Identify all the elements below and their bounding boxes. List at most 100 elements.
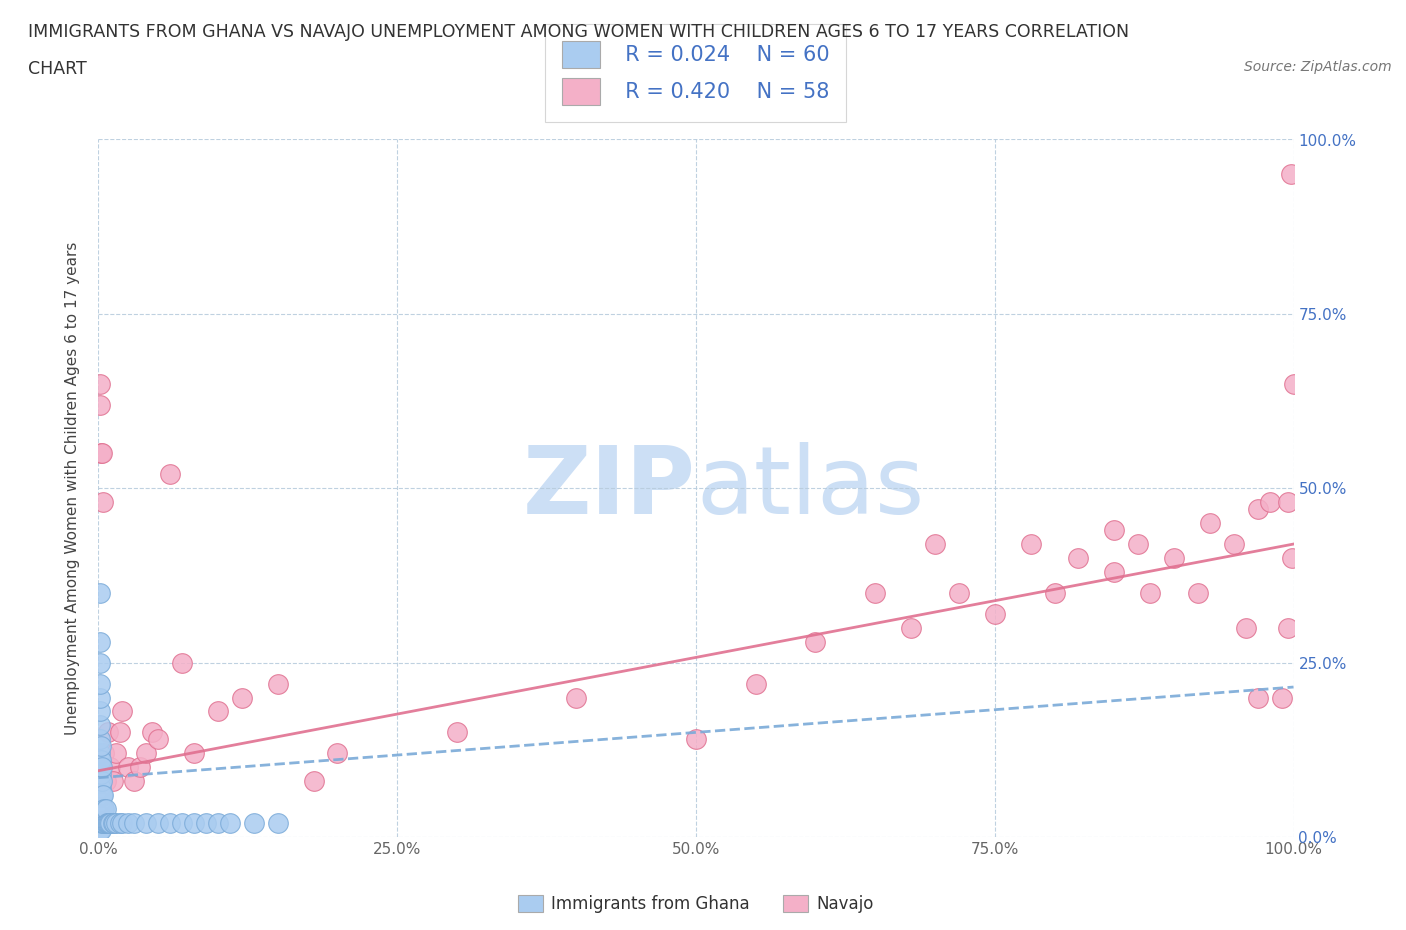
Point bbox=[302, 774, 325, 789]
Point bbox=[89, 397, 111, 412]
Point bbox=[91, 774, 114, 789]
Point bbox=[135, 746, 157, 761]
Point bbox=[105, 816, 128, 830]
Point bbox=[89, 781, 111, 796]
Text: IMMIGRANTS FROM GHANA VS NAVAJO UNEMPLOYMENT AMONG WOMEN WITH CHILDREN AGES 6 TO: IMMIGRANTS FROM GHANA VS NAVAJO UNEMPLOY… bbox=[28, 23, 1129, 41]
Point bbox=[89, 656, 111, 671]
Point bbox=[1277, 495, 1299, 510]
Point bbox=[1019, 537, 1042, 551]
Point bbox=[243, 816, 266, 830]
Point bbox=[219, 816, 242, 830]
Point bbox=[1198, 515, 1220, 530]
Point bbox=[207, 816, 229, 830]
Point bbox=[183, 746, 205, 761]
Point bbox=[1258, 495, 1281, 510]
Point bbox=[96, 816, 118, 830]
Point bbox=[159, 467, 181, 482]
Point bbox=[89, 823, 111, 838]
Point bbox=[326, 746, 349, 761]
Point bbox=[984, 606, 1007, 621]
Point bbox=[141, 725, 163, 740]
Point bbox=[91, 816, 114, 830]
Point bbox=[90, 794, 112, 809]
Point bbox=[89, 746, 111, 761]
Point bbox=[159, 816, 181, 830]
Point bbox=[94, 816, 117, 830]
Point bbox=[1277, 620, 1299, 635]
Point bbox=[863, 586, 887, 601]
Point bbox=[108, 725, 131, 740]
Point bbox=[117, 816, 139, 830]
Point bbox=[93, 802, 115, 817]
Point bbox=[111, 704, 134, 719]
Point bbox=[89, 690, 111, 705]
Point bbox=[90, 738, 112, 753]
Point bbox=[108, 816, 131, 830]
Point bbox=[111, 816, 134, 830]
Point bbox=[91, 788, 114, 803]
Point bbox=[124, 816, 146, 830]
Point bbox=[1102, 523, 1125, 538]
Text: ZIP: ZIP bbox=[523, 443, 696, 534]
Point bbox=[745, 676, 768, 691]
Point bbox=[1246, 502, 1268, 517]
Point bbox=[91, 445, 114, 460]
Point bbox=[124, 774, 146, 789]
Point bbox=[89, 634, 111, 649]
Point bbox=[1234, 620, 1257, 635]
Text: CHART: CHART bbox=[28, 60, 87, 78]
Point bbox=[89, 760, 111, 775]
Point bbox=[89, 809, 111, 824]
Point bbox=[1271, 690, 1294, 705]
Point bbox=[98, 816, 121, 830]
Point bbox=[89, 704, 111, 719]
Point bbox=[94, 802, 117, 817]
Point bbox=[103, 816, 125, 830]
Point bbox=[89, 788, 111, 803]
Y-axis label: Unemployment Among Women with Children Ages 6 to 17 years: Unemployment Among Women with Children A… bbox=[65, 242, 80, 735]
Point bbox=[90, 809, 112, 824]
Point bbox=[89, 718, 111, 733]
Point bbox=[1043, 586, 1066, 601]
Point bbox=[194, 816, 218, 830]
Point bbox=[1222, 537, 1246, 551]
Point bbox=[900, 620, 922, 635]
Point bbox=[183, 816, 205, 830]
Point bbox=[1281, 551, 1303, 565]
Text: atlas: atlas bbox=[696, 443, 924, 534]
Point bbox=[89, 766, 111, 781]
Point bbox=[135, 816, 157, 830]
Point bbox=[1246, 690, 1268, 705]
Point bbox=[89, 676, 111, 691]
Point bbox=[98, 760, 122, 775]
Point bbox=[804, 634, 827, 649]
Point bbox=[94, 774, 117, 789]
Point bbox=[89, 586, 111, 601]
Point bbox=[105, 746, 128, 761]
Point bbox=[446, 725, 468, 740]
Point bbox=[172, 656, 194, 671]
Point bbox=[1163, 551, 1185, 565]
Point bbox=[924, 537, 946, 551]
Point bbox=[90, 445, 112, 460]
Point bbox=[1067, 551, 1090, 565]
Point bbox=[93, 746, 115, 761]
Point bbox=[231, 690, 253, 705]
Point bbox=[148, 816, 170, 830]
Point bbox=[89, 774, 111, 789]
Point bbox=[129, 760, 152, 775]
Point bbox=[101, 774, 124, 789]
Point bbox=[89, 794, 111, 809]
Point bbox=[89, 802, 111, 817]
Point bbox=[91, 816, 114, 830]
Point bbox=[1279, 167, 1302, 182]
Point bbox=[948, 586, 970, 601]
Point bbox=[91, 802, 114, 817]
Point bbox=[565, 690, 588, 705]
Point bbox=[172, 816, 194, 830]
Point bbox=[89, 753, 111, 768]
Point bbox=[89, 376, 111, 391]
Legend: Immigrants from Ghana, Navajo: Immigrants from Ghana, Navajo bbox=[512, 888, 880, 920]
Point bbox=[98, 816, 122, 830]
Point bbox=[90, 766, 112, 781]
